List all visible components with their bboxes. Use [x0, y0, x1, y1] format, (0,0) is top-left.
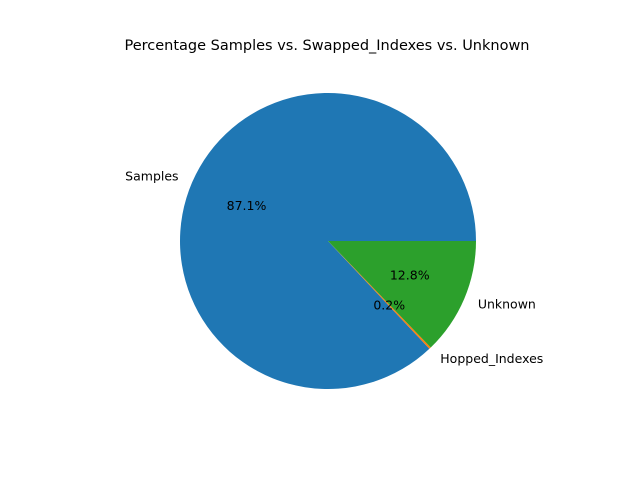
pie-slice-hopped-indexes — [328, 241, 431, 349]
chart-title: Percentage Samples vs. Swapped_Indexes v… — [124, 38, 529, 54]
pie-labels: Samples 87.1% Hopped_Indexes 0.2% Unknown 12.… — [125, 168, 543, 365]
pie-slices — [180, 92, 477, 389]
pct-label-hopped-indexes: 0.2% — [373, 297, 405, 312]
slice-label-unknown: Unknown — [478, 297, 536, 312]
pie-slice-unknown — [328, 241, 476, 348]
pie-slice-samples — [180, 92, 477, 389]
slice-label-samples: Samples — [125, 168, 178, 183]
pct-label-samples: 87.1% — [227, 198, 267, 213]
pct-label-unknown: 12.8% — [390, 268, 430, 283]
slice-label-hopped-indexes: Hopped_Indexes — [440, 351, 543, 366]
